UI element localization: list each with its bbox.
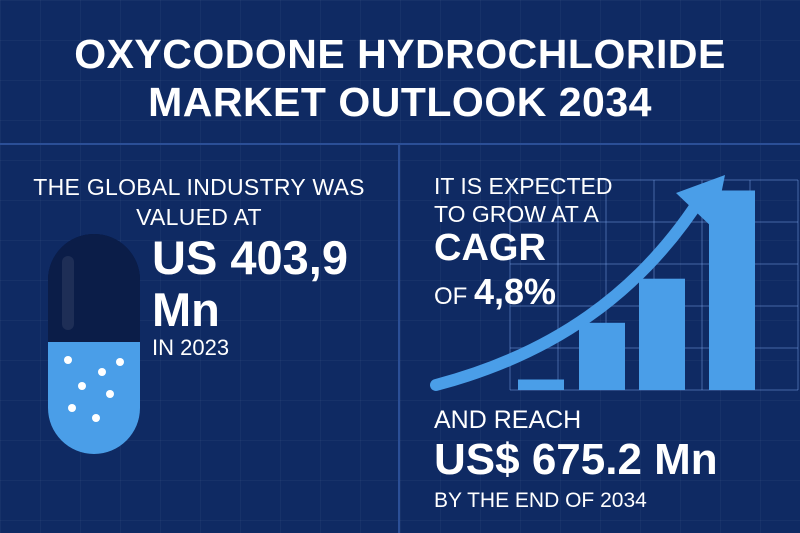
pill-top-half [48,234,140,342]
valuation-value: US 403,9 [152,231,348,284]
chart-bars [518,190,755,390]
pill-granule [64,356,72,364]
reach-year: BY THE END OF 2034 [434,489,647,512]
valuation-caption-line-1: THE GLOBAL INDUSTRY WAS [33,174,365,200]
title-line-2: MARKET OUTLOOK 2034 [148,79,652,125]
pill-bottom-half [48,342,140,454]
pill-shine [62,256,74,330]
valuation-unit: Mn [152,283,220,336]
reach-label: AND REACH [434,406,582,434]
vertical-divider [398,143,400,533]
chart-bar-4 [709,190,755,390]
horizontal-divider [0,143,800,145]
pill-granule [98,368,106,376]
title-line-1: OXYCODONE HYDROCHLORIDE [74,31,726,77]
pill-granule [68,404,76,412]
chart-bar-3 [639,278,685,390]
cagr-label: CAGR [434,227,546,269]
valuation-caption: THE GLOBAL INDUSTRY WAS VALUED AT [0,172,398,232]
page-title: OXYCODONE HYDROCHLORIDE MARKET OUTLOOK 2… [0,30,800,126]
pill-granule [116,358,124,366]
cagr-line: OF 4,8% [434,272,556,320]
chart-bar-2 [579,322,625,390]
trend-arrow-icon [430,175,725,391]
growth-bar-chart [430,175,799,391]
growth-intro: IT IS EXPECTED TO GROW AT A [434,172,613,228]
pill-granule [92,414,100,422]
cagr-of-text: OF [434,283,474,310]
growth-intro-line-2: TO GROW AT A [434,201,599,227]
pill-granule [106,390,114,398]
reach-value: US$ 675.2 Mn [434,435,718,484]
pill-granule [78,382,86,390]
growth-intro-line-1: IT IS EXPECTED [434,173,613,199]
valuation-caption-line-2: VALUED AT [136,204,262,230]
chart-bar-1 [518,379,564,390]
pill-capsule-icon [48,234,140,454]
valuation-year: IN 2023 [152,335,230,360]
cagr-value: 4,8% [474,271,557,312]
